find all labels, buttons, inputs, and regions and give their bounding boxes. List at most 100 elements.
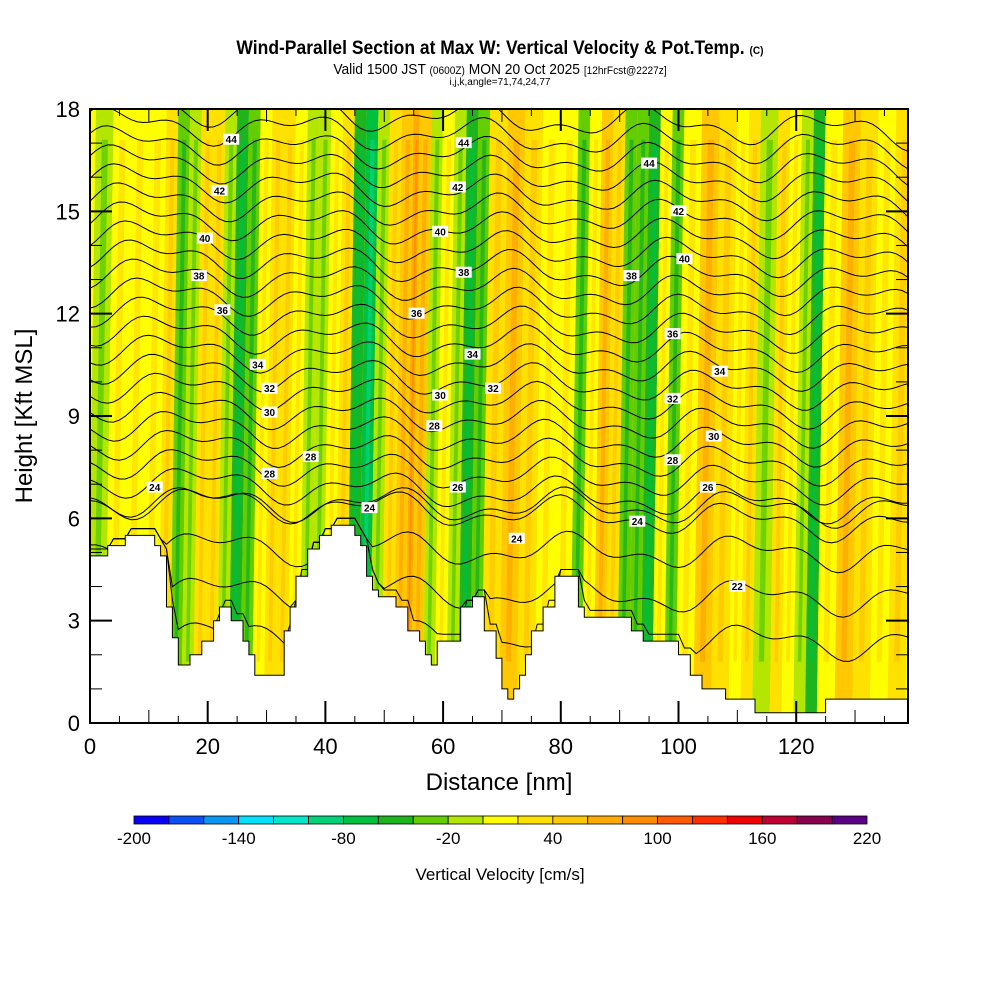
colorbar-swatch <box>168 815 205 825</box>
contour-label-text: 24 <box>364 504 376 515</box>
contour-label-text: 26 <box>452 483 464 494</box>
x-tick-label: 0 <box>84 734 96 759</box>
theta-contour-43 <box>90 144 908 203</box>
velocity-core <box>586 139 599 662</box>
contour-label-box <box>664 454 681 466</box>
contour-label: 28 <box>261 468 278 481</box>
theta-contour-34 <box>90 315 908 374</box>
contour-label-text: 44 <box>458 139 470 150</box>
contour-label-text: 42 <box>214 186 226 197</box>
velocity-core <box>758 139 773 662</box>
theta-contour-39 <box>90 220 908 279</box>
velocity-core <box>809 139 822 662</box>
contour-label-box <box>623 270 640 282</box>
velocity-core <box>268 139 281 662</box>
contour-label-text: 40 <box>679 255 691 266</box>
colorbar-tick-label: -200 <box>117 829 151 848</box>
velocity-core <box>744 139 758 662</box>
contour-label: 38 <box>455 266 472 279</box>
velocity-core <box>858 139 873 662</box>
y-axis-label: Height [Kft MSL] <box>11 329 38 504</box>
grid-indices: i,j,k,angle=71,74,24,77 <box>449 77 551 88</box>
contour-label-text: 42 <box>673 207 685 218</box>
contour-label: 44 <box>455 137 472 150</box>
velocity-core <box>717 139 732 662</box>
colorbar-tick-label: 220 <box>853 829 881 848</box>
colorbar-swatch <box>238 815 275 825</box>
contour-label: 26 <box>699 481 716 494</box>
colorbar-swatch <box>761 815 798 825</box>
velocity-core <box>397 139 410 662</box>
contour-label: 30 <box>705 430 722 443</box>
velocity-core <box>93 139 108 662</box>
contour-label-box <box>729 580 746 592</box>
contour-label-box <box>261 406 278 418</box>
velocity-core <box>823 139 838 662</box>
contour-label: 38 <box>623 270 640 283</box>
contour-label: 26 <box>449 481 466 494</box>
x-tick-label: 120 <box>778 734 815 759</box>
contour-label-box <box>432 389 449 401</box>
contour-label-box <box>449 481 466 493</box>
velocity-core <box>256 139 269 662</box>
contour-label: 34 <box>249 358 266 371</box>
contour-label-text: 34 <box>252 360 264 371</box>
theta-contour-41 <box>90 182 908 241</box>
contour-label-box <box>223 133 240 145</box>
velocity-core <box>876 139 891 662</box>
contour-label-text: 36 <box>217 306 229 317</box>
contour-label-box <box>214 304 231 316</box>
theta-contour-40 <box>90 201 908 260</box>
y-tick-label: 18 <box>56 97 80 122</box>
velocity-core <box>374 139 387 662</box>
contour-label: 22 <box>729 580 746 593</box>
x-tick-label: 80 <box>549 734 573 759</box>
velocity-core <box>841 139 856 662</box>
contour-label-text: 40 <box>435 227 447 238</box>
y-tick-label: 0 <box>68 711 80 736</box>
velocity-core <box>280 139 293 662</box>
y-tick-label: 3 <box>68 609 80 634</box>
colorbar-swatch <box>273 815 309 825</box>
contour-label-text: 36 <box>411 309 423 320</box>
theta-contour-labels: 44 42 40 38 36 34 32 30 28 28 24 24 44 42 40 38 36 34 32 30… <box>146 133 746 593</box>
theta-contour-37 <box>90 258 908 317</box>
theta-contour-26 <box>90 468 908 525</box>
contour-label-text: 38 <box>193 272 205 283</box>
valid-time-subtitle: Valid 1500 JST (0600Z) MON 20 Oct 2025 [… <box>333 61 667 78</box>
theta-contour-44 <box>90 125 908 186</box>
colorbar-swatch <box>796 815 833 825</box>
contour-label-text: 30 <box>435 391 447 402</box>
contour-label: 44 <box>223 133 240 146</box>
velocity-core <box>488 139 503 662</box>
contour-label-text: 44 <box>226 135 238 146</box>
contour-label-box <box>455 137 472 149</box>
contour-label: 38 <box>190 270 207 283</box>
contour-label: 36 <box>408 307 425 320</box>
velocity-core <box>474 139 487 662</box>
y-tick-label: 9 <box>68 404 80 429</box>
velocity-core <box>174 139 187 662</box>
colorbar-swatch <box>203 815 240 825</box>
contour-label-box <box>455 266 472 278</box>
contour-label-box <box>302 450 319 462</box>
theta-contour-36 <box>90 277 908 336</box>
velocity-core <box>894 139 908 662</box>
theta-contour-30 <box>90 391 908 449</box>
colorbar-swatch <box>412 815 449 825</box>
contour-label-text: 44 <box>644 159 656 170</box>
vertical-velocity-field <box>90 109 908 723</box>
velocity-core <box>303 139 316 662</box>
contour-label-box <box>261 382 278 394</box>
colorbar-swatch <box>657 815 693 825</box>
contour-label-box <box>464 348 481 360</box>
velocity-core <box>597 139 611 662</box>
colorbar-tick-label: -20 <box>436 829 461 848</box>
velocity-core <box>699 139 715 662</box>
theta-contour-29 <box>90 411 908 468</box>
x-tick-label: 40 <box>313 734 337 759</box>
contour-label-box <box>361 502 378 514</box>
contour-label-text: 30 <box>264 408 276 419</box>
theta-contour-21 <box>90 517 908 662</box>
